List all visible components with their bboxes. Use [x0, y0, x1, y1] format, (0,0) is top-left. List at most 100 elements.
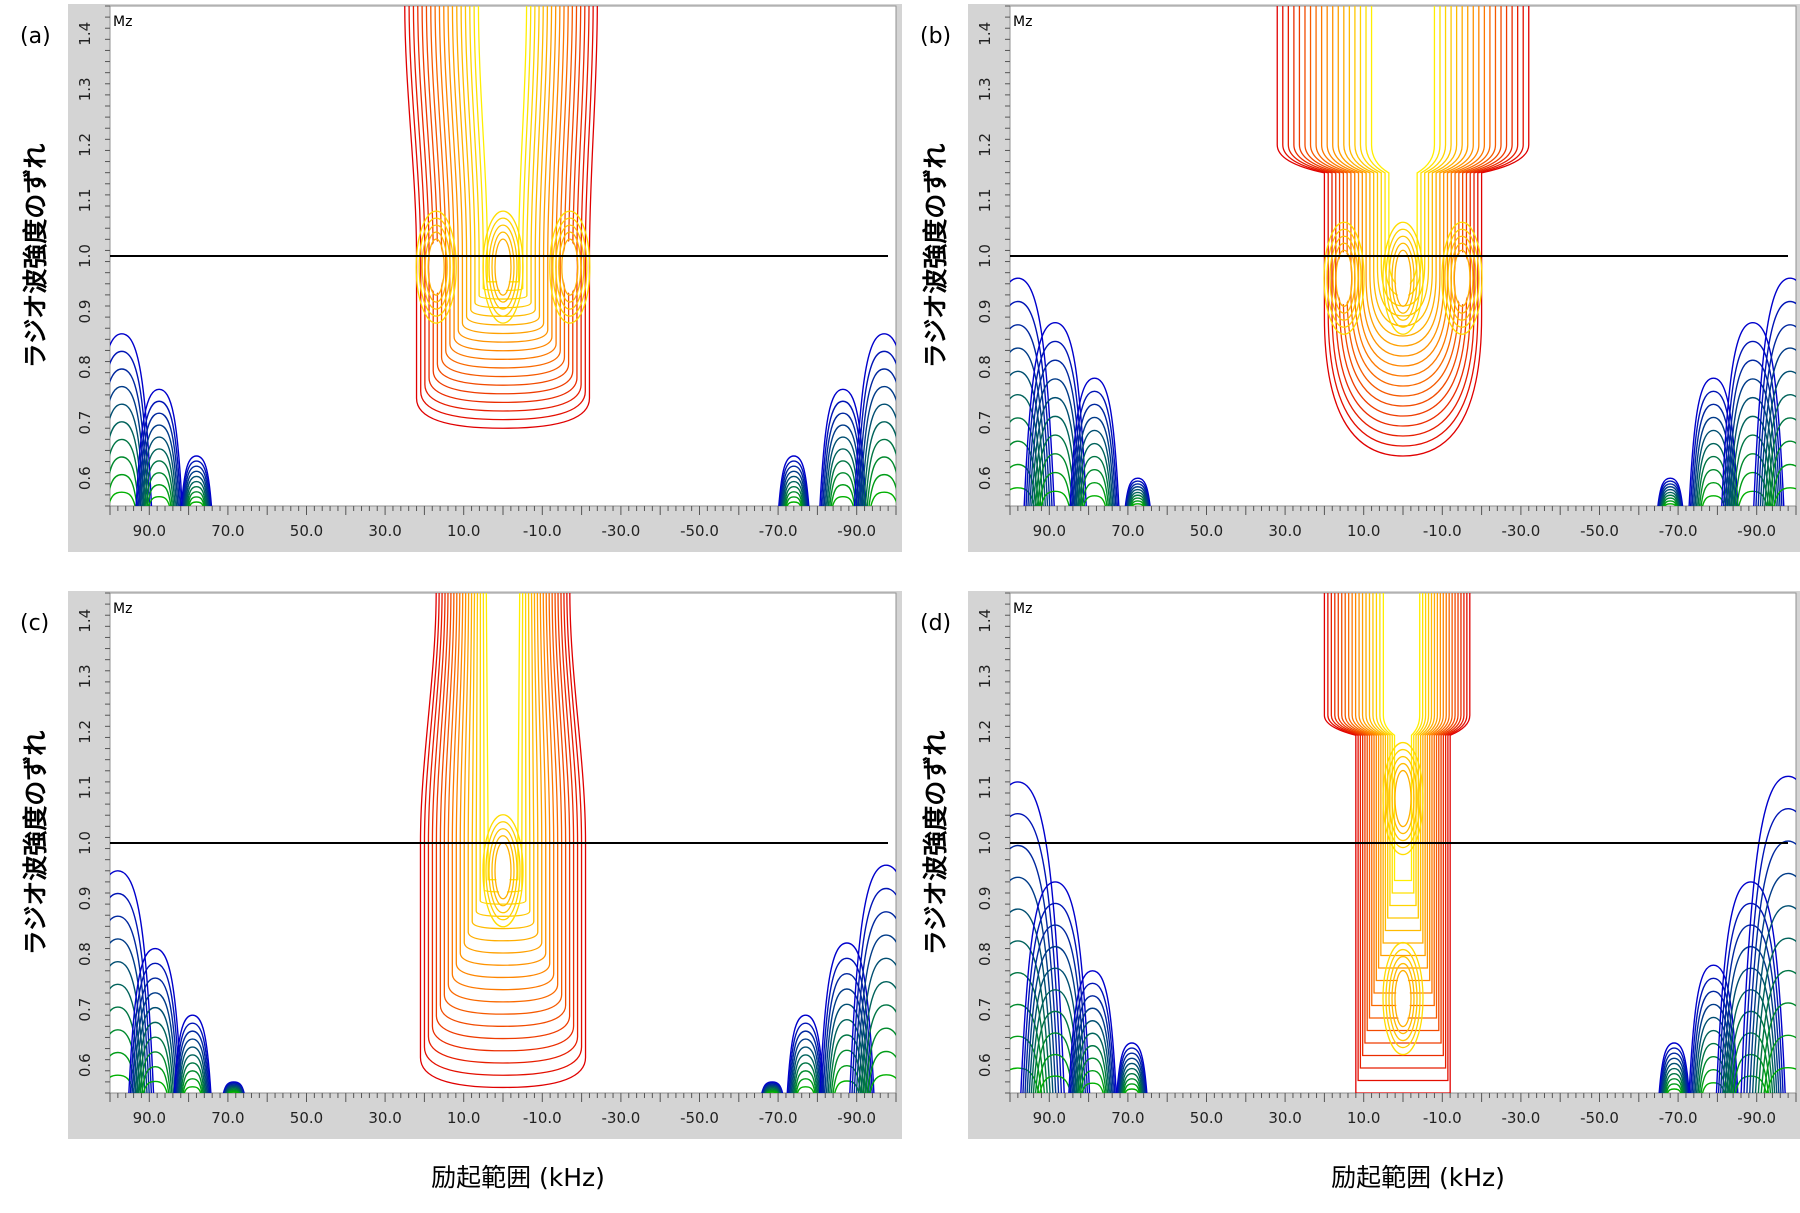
y-tick-label: 0.8 — [976, 355, 994, 379]
side-peak-contour — [1698, 1055, 1729, 1093]
side-peak-contour — [1715, 881, 1786, 1093]
side-peak-contour — [1738, 490, 1768, 506]
x-tick-label: -30.0 — [601, 1109, 640, 1127]
side-peak-contour — [189, 501, 204, 506]
side-peak-contour — [851, 887, 896, 1093]
side-peak-contour — [789, 1038, 822, 1093]
side-peak-contour — [1120, 1067, 1143, 1093]
side-peak-contour — [1117, 1047, 1147, 1093]
side-peak-contour — [139, 1051, 171, 1093]
side-peak-contour — [177, 1046, 208, 1093]
side-peak-contour — [779, 465, 808, 506]
side-peak-contour — [173, 1014, 212, 1093]
side-peak-contour — [110, 983, 144, 1093]
side-peak-contour — [785, 496, 803, 506]
center-lobe-contour — [1330, 593, 1465, 1069]
side-peak-contour — [184, 475, 209, 506]
side-peak-contour — [819, 942, 875, 1093]
y-tick-label: 1.4 — [76, 22, 94, 46]
side-peak-contour — [225, 1085, 243, 1093]
x-tick-label: 30.0 — [1268, 1109, 1301, 1127]
side-peak-contour — [862, 1004, 896, 1093]
center-lobe-contour — [421, 6, 582, 395]
center-lobe-contour — [1337, 6, 1469, 347]
side-peak-contour — [1659, 486, 1682, 506]
hot-spot-contour — [1388, 955, 1418, 1042]
y-tick-label: 1.2 — [76, 720, 94, 744]
side-peak-contour — [853, 333, 896, 506]
y-tick-label: 1.0 — [976, 244, 994, 268]
side-peak-contour — [1036, 453, 1074, 506]
x-tick-label: 90.0 — [1033, 1109, 1066, 1127]
center-lobe-contour — [435, 593, 571, 1040]
y-tick-label: 1.1 — [76, 189, 94, 213]
side-peak-contour — [1117, 1052, 1146, 1093]
x-tick-label: 70.0 — [211, 1109, 244, 1127]
center-lobe-contour — [1337, 593, 1459, 1044]
side-peak-contour — [1128, 491, 1147, 506]
hot-spot-contour — [552, 217, 588, 317]
side-peak-contour — [786, 1014, 825, 1093]
hot-spot-core — [562, 241, 577, 294]
side-peak-contour — [1700, 482, 1727, 506]
side-peak-contour — [1664, 1078, 1684, 1093]
hot-spot-core — [1454, 252, 1469, 305]
side-peak-contour — [1124, 477, 1151, 506]
side-peak-contour — [1010, 940, 1051, 1093]
side-peak-contour — [222, 1081, 245, 1093]
series-label: Mz — [113, 601, 132, 617]
side-peak-contour — [1658, 483, 1682, 506]
side-peak-contour — [1724, 359, 1781, 506]
x-tick-label: 50.0 — [1190, 1109, 1223, 1127]
hot-spot-contour — [1382, 941, 1424, 1056]
side-peak-contour — [1010, 812, 1063, 1093]
side-peak-contour — [822, 972, 872, 1093]
side-peak-contour — [1717, 902, 1784, 1093]
x-tick-label: 50.0 — [290, 1109, 323, 1127]
x-tick-label: 30.0 — [368, 1109, 401, 1127]
side-peak-contour — [1125, 480, 1150, 506]
side-peak-contour — [1755, 300, 1796, 506]
side-peak-contour — [183, 470, 210, 506]
side-peak-contour — [1118, 1057, 1145, 1093]
side-peak-contour — [1749, 872, 1796, 1093]
side-peak-contour — [1010, 277, 1055, 506]
hot-spot-contour — [1326, 228, 1362, 328]
side-peak-contour — [823, 424, 863, 506]
side-peak-contour — [226, 1087, 241, 1093]
side-peak-contour — [858, 957, 896, 1093]
y-tick-label: 0.9 — [76, 887, 94, 911]
center-lobe-contour — [1368, 593, 1433, 932]
side-peak-contour — [1657, 480, 1683, 506]
side-peak-contour — [791, 1046, 821, 1093]
y-tick-label: 1.1 — [976, 776, 994, 800]
side-peak-contour — [174, 1022, 211, 1093]
panel-b: 90.0 70.0 50.0 30.0 10.0 -10.0 -30.0 -50.0 -70.0… — [920, 4, 1800, 552]
hot-spot-contour — [1329, 235, 1359, 321]
contour-layer — [110, 6, 896, 506]
side-peak-contour — [227, 1090, 240, 1093]
side-peak-contour — [1763, 1034, 1796, 1093]
side-peak-contour — [183, 1086, 202, 1093]
hot-spot-contour — [482, 814, 524, 928]
hot-spot-contour — [488, 828, 518, 914]
side-peak-contour — [1072, 1007, 1113, 1093]
center-lobe-contour — [427, 593, 579, 1064]
center-lobe-contour — [447, 593, 559, 1003]
hot-spot-contour — [427, 238, 445, 296]
side-peak-contour — [1663, 1067, 1686, 1093]
x-tick-label: -90.0 — [1737, 522, 1776, 540]
side-peak-contour — [832, 1064, 862, 1093]
hot-spot-contour — [1332, 242, 1356, 314]
side-peak-contour — [142, 448, 176, 506]
hot-spot-contour — [1394, 249, 1412, 307]
y-tick-label: 0.9 — [76, 300, 94, 324]
side-peak-contour — [110, 870, 155, 1093]
side-peak-contour — [1078, 1057, 1107, 1093]
side-peak-contour — [1121, 1072, 1143, 1093]
side-peak-contour — [179, 1054, 206, 1093]
x-tick-label: -10.0 — [523, 1109, 562, 1127]
side-peak-contour — [1768, 440, 1796, 506]
contour-layer — [1010, 6, 1796, 506]
side-peak-contour — [784, 491, 804, 506]
